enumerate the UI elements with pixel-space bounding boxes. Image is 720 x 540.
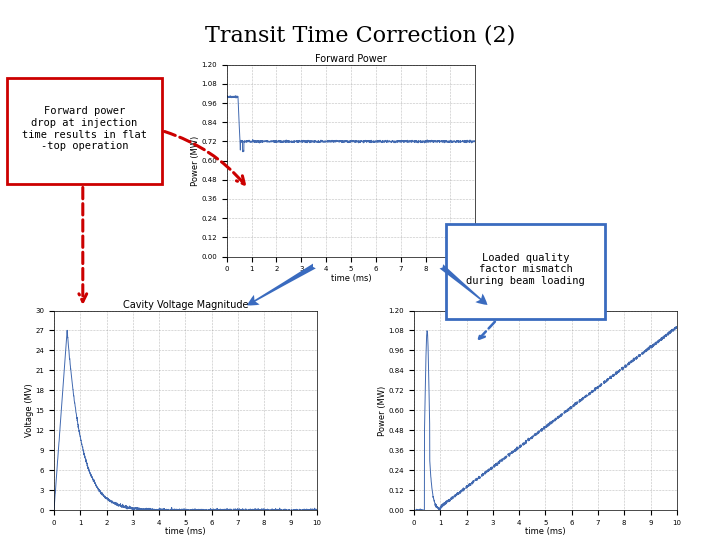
- Y-axis label: Power (MW): Power (MW): [378, 385, 387, 436]
- Title: Cavity Voltage Magnitude: Cavity Voltage Magnitude: [122, 300, 248, 310]
- X-axis label: time (ms): time (ms): [330, 274, 372, 282]
- Text: Transit Time Correction (2): Transit Time Correction (2): [204, 24, 516, 46]
- Y-axis label: Voltage (MV): Voltage (MV): [25, 383, 34, 437]
- Text: sLHC: sLHC: [27, 20, 61, 33]
- FancyBboxPatch shape: [446, 224, 605, 319]
- X-axis label: time (ms): time (ms): [525, 528, 566, 536]
- X-axis label: time (ms): time (ms): [165, 528, 206, 536]
- Text: Forward power
drop at injection
time results in flat
-top operation: Forward power drop at injection time res…: [22, 106, 147, 151]
- Text: Loaded quality
factor mismatch
during beam loading: Loaded quality factor mismatch during be…: [467, 253, 585, 286]
- Y-axis label: Power (MW): Power (MW): [191, 136, 200, 186]
- Title: Reflected Power: Reflected Power: [506, 300, 585, 310]
- FancyBboxPatch shape: [7, 78, 162, 184]
- Title: Forward Power: Forward Power: [315, 54, 387, 64]
